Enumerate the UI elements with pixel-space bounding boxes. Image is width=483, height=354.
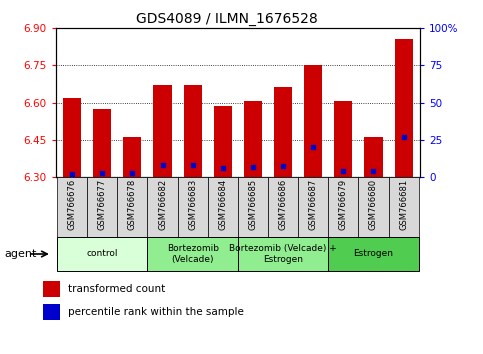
Bar xyxy=(238,177,268,237)
Point xyxy=(189,162,197,168)
Bar xyxy=(63,98,81,177)
Text: GSM766681: GSM766681 xyxy=(399,179,408,230)
Bar xyxy=(93,109,111,177)
Bar xyxy=(154,85,171,177)
Text: GSM766682: GSM766682 xyxy=(158,179,167,230)
Point xyxy=(219,165,227,171)
Point xyxy=(369,168,377,174)
Text: GSM766677: GSM766677 xyxy=(98,179,107,230)
Text: transformed count: transformed count xyxy=(69,284,166,293)
Bar xyxy=(57,237,147,271)
Text: percentile rank within the sample: percentile rank within the sample xyxy=(69,307,244,316)
Text: GSM766686: GSM766686 xyxy=(279,179,287,230)
Text: GDS4089 / ILMN_1676528: GDS4089 / ILMN_1676528 xyxy=(136,12,318,27)
Text: GSM766683: GSM766683 xyxy=(188,179,197,230)
Point xyxy=(400,134,408,140)
Text: GSM766679: GSM766679 xyxy=(339,179,348,230)
Bar xyxy=(117,177,147,237)
Bar xyxy=(184,85,202,177)
Text: GSM766676: GSM766676 xyxy=(68,179,77,230)
Point xyxy=(68,171,76,177)
Bar xyxy=(358,177,388,237)
Bar xyxy=(123,137,142,177)
Point xyxy=(249,164,257,170)
Bar xyxy=(147,177,178,237)
Bar xyxy=(43,281,60,297)
Bar xyxy=(214,107,232,177)
Bar xyxy=(298,177,328,237)
Bar xyxy=(274,87,292,177)
Bar xyxy=(395,40,412,177)
Point xyxy=(128,171,136,176)
Text: GSM766687: GSM766687 xyxy=(309,179,318,230)
Point xyxy=(279,163,287,169)
Point xyxy=(99,171,106,176)
Point xyxy=(159,162,167,168)
Bar xyxy=(178,177,208,237)
Bar xyxy=(388,177,419,237)
Bar xyxy=(268,177,298,237)
Text: control: control xyxy=(86,250,118,258)
Point xyxy=(309,144,317,150)
Bar xyxy=(328,237,419,271)
Bar xyxy=(334,101,353,177)
Point xyxy=(340,168,347,174)
Text: Estrogen: Estrogen xyxy=(354,250,394,258)
Bar xyxy=(57,177,87,237)
Bar xyxy=(43,304,60,320)
Bar xyxy=(208,177,238,237)
Bar xyxy=(147,237,238,271)
Bar xyxy=(365,137,383,177)
Bar xyxy=(87,177,117,237)
Bar xyxy=(238,237,328,271)
Text: GSM766685: GSM766685 xyxy=(248,179,257,230)
Text: Bortezomib (Velcade) +
Estrogen: Bortezomib (Velcade) + Estrogen xyxy=(229,244,337,264)
Text: GSM766678: GSM766678 xyxy=(128,179,137,230)
Text: agent: agent xyxy=(5,249,37,259)
Text: GSM766684: GSM766684 xyxy=(218,179,227,230)
Bar xyxy=(244,101,262,177)
Text: Bortezomib
(Velcade): Bortezomib (Velcade) xyxy=(167,244,219,264)
Bar xyxy=(328,177,358,237)
Bar xyxy=(304,65,322,177)
Text: GSM766680: GSM766680 xyxy=(369,179,378,230)
